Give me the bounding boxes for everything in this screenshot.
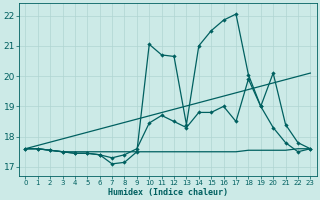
X-axis label: Humidex (Indice chaleur): Humidex (Indice chaleur) [108, 188, 228, 197]
